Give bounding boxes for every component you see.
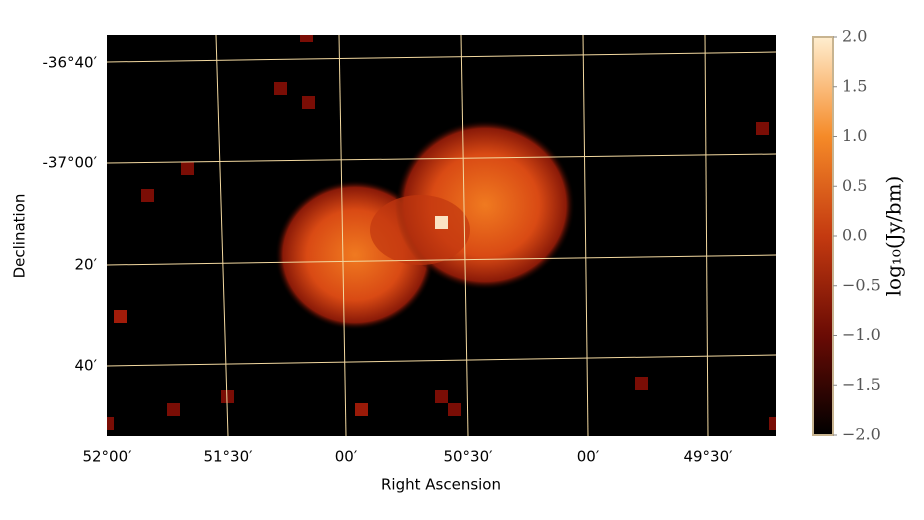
colorbar-label: log₁₀(Jy/bm) xyxy=(882,176,906,297)
colorbar-tick-label: 2.0 xyxy=(842,27,867,46)
colorbar-tick-label: −0.5 xyxy=(842,275,881,294)
y-tick-label: 40′ xyxy=(75,357,98,375)
x-tick-label: 51°30′ xyxy=(203,448,253,466)
x-tick-label: 00′ xyxy=(335,448,358,466)
colorbar-tick-label: −1.5 xyxy=(842,375,881,394)
x-tick-label: 52°00′ xyxy=(82,448,132,466)
y-tick-label: -36°40′ xyxy=(43,54,98,72)
colorbar-tick-label: −2.0 xyxy=(842,425,881,444)
y-tick-label: -37°00′ xyxy=(43,154,98,172)
colorbar-tick-label: 0.5 xyxy=(842,176,867,195)
x-axis-label: Right Ascension xyxy=(381,476,501,494)
y-tick-label: 20′ xyxy=(75,256,98,274)
colorbar-tick-label: 1.5 xyxy=(842,76,867,95)
colorbar: log₁₀(Jy/bm) 2.0 1.5 1.0 0.5 0.0 −0.5 −1.0 −1.5… xyxy=(812,27,906,444)
colorbar-tick-label: 1.0 xyxy=(842,126,867,145)
colorbar-tick-label: −1.0 xyxy=(842,325,881,344)
image xyxy=(107,35,776,436)
x-tick-label: 00′ xyxy=(577,448,600,466)
x-tick-label: 49°30′ xyxy=(683,448,733,466)
colorbar-tick-label: 0.0 xyxy=(842,226,867,245)
coordinate-grid xyxy=(106,34,777,437)
x-tick-label: 50°30′ xyxy=(443,448,493,466)
y-axis-label: Declination xyxy=(11,194,29,279)
